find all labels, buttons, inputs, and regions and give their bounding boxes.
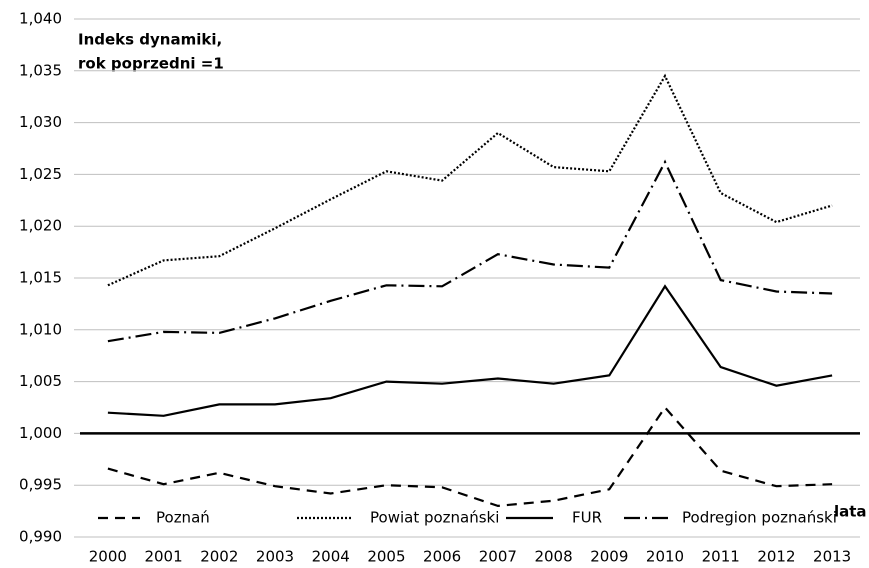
x-tick-label: 2006 (423, 548, 461, 566)
legend-label: Powiat poznański (370, 509, 499, 527)
x-tick-label: 2000 (89, 548, 127, 566)
legend-label: FUR (572, 509, 602, 527)
y-axis-label: rok poprzedni =1 (78, 55, 224, 73)
y-axis-label: Indeks dynamiki, (78, 31, 222, 49)
x-tick-label: 2001 (144, 548, 182, 566)
series-line (107, 159, 833, 343)
y-tick-label: 1,005 (19, 372, 62, 390)
x-axis-label: lata (834, 503, 867, 521)
x-tick-label: 2003 (256, 548, 294, 566)
y-tick-label: 0,995 (19, 476, 62, 494)
y-tick-label: 1,020 (19, 217, 62, 235)
x-tick-label: 2007 (479, 548, 517, 566)
x-tick-label: 2012 (757, 548, 795, 566)
y-tick-label: 1,030 (19, 113, 62, 131)
y-tick-label: 1,040 (19, 10, 62, 28)
x-tick-label: 2013 (813, 548, 851, 566)
x-tick-label: 2010 (646, 548, 684, 566)
y-tick-label: 1,015 (19, 269, 62, 287)
legend-label: Podregion poznański (682, 509, 837, 527)
series-line (107, 284, 833, 417)
y-tick-label: 1,010 (19, 320, 62, 338)
x-tick-label: 2005 (367, 548, 405, 566)
y-tick-label: 1,035 (19, 61, 62, 79)
x-tick-label: 2004 (312, 548, 350, 566)
y-tick-label: 1,025 (19, 165, 62, 183)
series-line (107, 405, 833, 508)
plot: 0,990 0,995 1,000 1,005 1,010 1,015 1,020 1,025… (19, 10, 860, 566)
y-tick-label: 1,000 (19, 424, 62, 442)
y-tick-label: 0,990 (19, 528, 62, 546)
x-tick-label: 2008 (534, 548, 572, 566)
legend-label: Poznań (156, 509, 210, 527)
x-tick-label: 2011 (702, 548, 740, 566)
x-tick-label: 2002 (200, 548, 238, 566)
series-line (107, 73, 833, 287)
x-tick-label: 2009 (590, 548, 628, 566)
